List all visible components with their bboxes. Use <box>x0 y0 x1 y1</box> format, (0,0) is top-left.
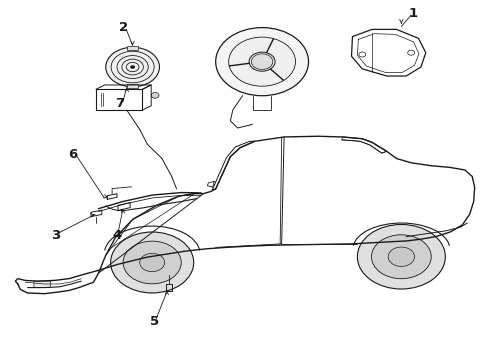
FancyBboxPatch shape <box>127 46 139 50</box>
Circle shape <box>249 52 275 71</box>
Text: 7: 7 <box>115 98 124 111</box>
Circle shape <box>229 37 295 86</box>
Text: 5: 5 <box>149 315 159 328</box>
Circle shape <box>216 28 309 96</box>
Circle shape <box>151 93 159 98</box>
Circle shape <box>123 241 181 284</box>
Circle shape <box>251 54 273 69</box>
FancyBboxPatch shape <box>127 84 139 88</box>
Text: 2: 2 <box>119 21 128 34</box>
FancyBboxPatch shape <box>34 281 50 288</box>
Circle shape <box>111 232 194 293</box>
Circle shape <box>371 235 431 279</box>
Circle shape <box>357 225 445 289</box>
Circle shape <box>140 253 165 272</box>
Circle shape <box>130 65 135 69</box>
Text: 1: 1 <box>409 8 418 21</box>
Text: 4: 4 <box>112 229 122 242</box>
Text: 6: 6 <box>69 148 77 161</box>
Circle shape <box>106 47 159 87</box>
Circle shape <box>388 247 415 266</box>
Text: 3: 3 <box>51 229 60 242</box>
